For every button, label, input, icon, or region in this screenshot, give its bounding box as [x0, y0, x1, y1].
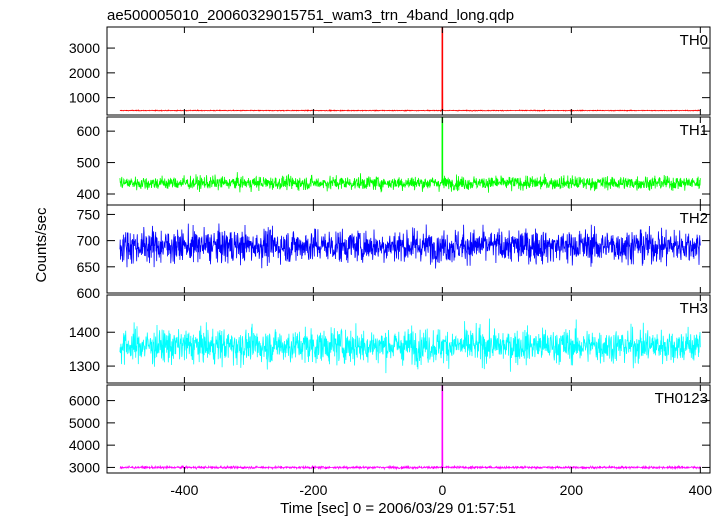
y-tick-label: 600: [77, 285, 101, 301]
y-tick-label: 650: [77, 259, 101, 275]
panel-frame: [106, 384, 711, 474]
panel-th0123: 3000 4000 5000 6000 TH0123: [69, 384, 711, 475]
panel-frame: [106, 294, 711, 384]
panel-frame: [106, 204, 711, 294]
y-tick-label: 700: [77, 233, 101, 249]
series-line-th2: [119, 223, 701, 269]
x-tick-label: 0: [438, 482, 446, 498]
y-tick-label: 750: [77, 206, 101, 222]
x-axis-title: Time [sec] 0 = 2006/03/29 01:57:51: [280, 500, 516, 516]
panel-frame: [106, 116, 711, 206]
panel-th0: 1000 2000 3000 TH0: [69, 26, 711, 116]
y-tick-label: 3000: [69, 459, 100, 475]
panel-label-th0123: TH0123: [655, 390, 708, 407]
y-tick-label: 1400: [69, 324, 100, 340]
y-tick-label: 6000: [69, 393, 100, 409]
series-line-th3: [119, 318, 701, 374]
series-line-th0123: [119, 384, 701, 471]
y-tick-label: 500: [77, 155, 101, 171]
y-tick-label: 1000: [69, 90, 100, 106]
y-tick-label: 400: [77, 186, 101, 202]
panel-label-th2: TH2: [680, 210, 708, 227]
y-tick-label: 600: [77, 123, 101, 139]
chart-title: ae500005010_20060329015751_wam3_trn_4ban…: [107, 7, 514, 24]
y-tick-label: 3000: [69, 40, 100, 56]
panel-frame: [106, 26, 711, 116]
y-axis-title: Counts/sec: [33, 207, 50, 283]
y-tick-label: 5000: [69, 415, 100, 431]
series-line-th0: [119, 26, 701, 113]
panels: 1000 2000 3000 TH0 400 500 600 TH1 600 650 700 750 T…: [69, 26, 711, 475]
panel-label-th1: TH1: [680, 122, 708, 139]
panel-th2: 600 650 700 750 TH2: [77, 204, 711, 301]
panel-th3: 1300 1400 TH3: [69, 294, 711, 384]
panel-th1: 400 500 600 TH1: [77, 116, 711, 206]
x-tick-label: 400: [689, 482, 713, 498]
panel-label-th3: TH3: [680, 300, 708, 317]
x-tick-label: 200: [560, 482, 584, 498]
x-tick-label: -200: [299, 482, 327, 498]
panel-label-th0: TH0: [680, 32, 708, 49]
series-line-th1: [119, 116, 701, 193]
x-tick-label: -400: [170, 482, 198, 498]
x-axis: -400 -200 0 200 400: [170, 482, 712, 498]
y-tick-label: 1300: [69, 358, 100, 374]
y-tick-label: 4000: [69, 437, 100, 453]
y-tick-label: 2000: [69, 65, 100, 81]
